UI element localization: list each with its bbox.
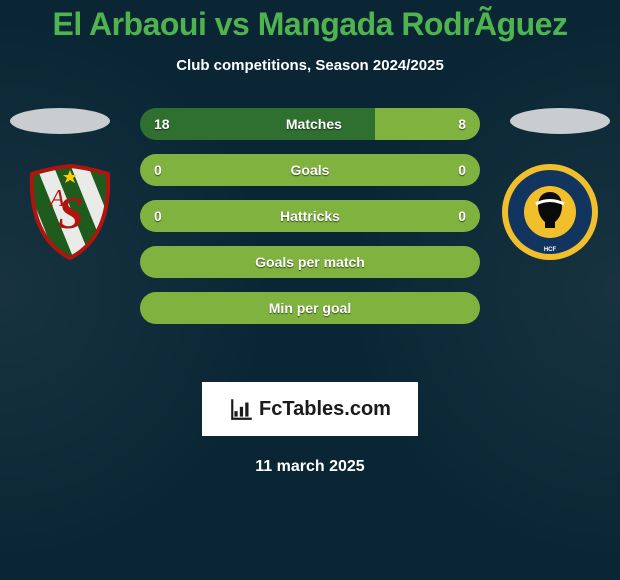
stat-label: Goals per match [154, 254, 466, 270]
comparison-stage: S A HCF 18Matches80Goals00Hattricks0Goal… [0, 108, 620, 358]
stat-label: Goals [162, 162, 458, 178]
stat-bars: 18Matches80Goals00Hattricks0Goals per ma… [140, 108, 480, 324]
stat-label: Matches [170, 116, 459, 132]
chart-icon [229, 396, 255, 422]
brand-logo: FcTables.com [202, 382, 418, 436]
stat-value-right: 0 [458, 162, 480, 178]
stat-value-right: 0 [458, 208, 480, 224]
stat-value-left: 18 [140, 116, 170, 132]
stat-value-left: 0 [140, 208, 162, 224]
stat-value-right: 8 [458, 116, 480, 132]
stat-bar: Goals per match [140, 246, 480, 278]
club-badge-left: S A [20, 162, 120, 262]
subtitle: Club competitions, Season 2024/2025 [0, 57, 620, 74]
stat-bar: Min per goal [140, 292, 480, 324]
stat-value-left: 0 [140, 162, 162, 178]
svg-text:A: A [48, 186, 65, 212]
club-badge-right: HCF [500, 162, 600, 262]
player-left-shadow [10, 108, 110, 134]
stat-label: Hattricks [162, 208, 458, 224]
svg-text:HCF: HCF [544, 247, 557, 253]
stat-label: Min per goal [154, 300, 466, 316]
page-title: El Arbaoui vs Mangada RodrÃ­guez [0, 0, 620, 43]
stat-bar: 18Matches8 [140, 108, 480, 140]
brand-text: FcTables.com [259, 398, 391, 421]
player-right-shadow [510, 108, 610, 134]
stat-bar: 0Goals0 [140, 154, 480, 186]
stat-bar: 0Hattricks0 [140, 200, 480, 232]
date-line: 11 march 2025 [0, 458, 620, 476]
